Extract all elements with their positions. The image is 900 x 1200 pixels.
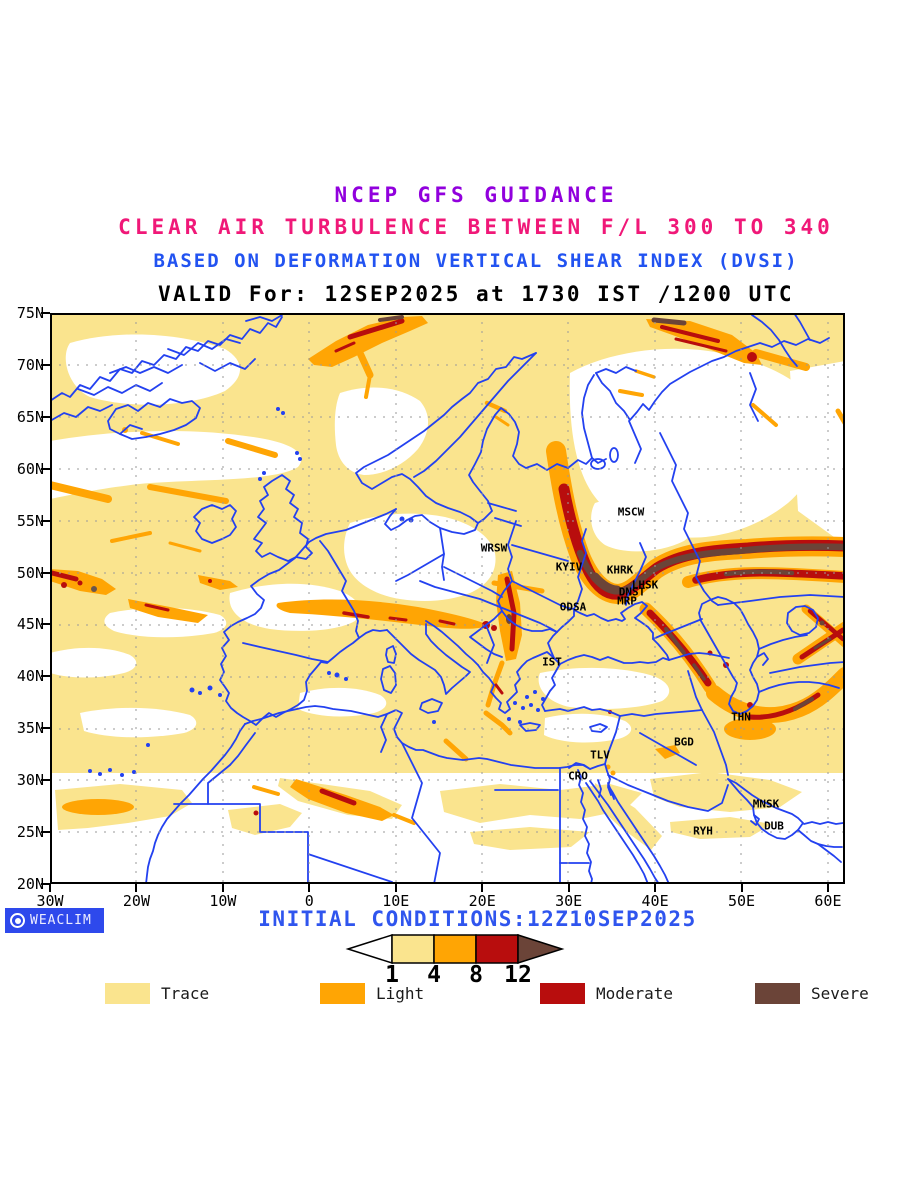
moderate-swatch [540, 983, 585, 1004]
city-label-khrk: KHRK [606, 563, 634, 577]
lon-tick-mark [135, 884, 138, 892]
scale-tick-4: 4 [427, 962, 441, 988]
scale-tick-8: 8 [469, 962, 483, 988]
scale-tick-1: 1 [385, 962, 399, 988]
city-label-dnst: DNST [618, 585, 646, 599]
city-label-dub: DUB [764, 819, 784, 833]
title-dvsi: BASED ON DEFORMATION VERTICAL SHEAR INDE… [153, 250, 799, 272]
trace-label: Trace [161, 984, 210, 1003]
light-label: Light [376, 984, 425, 1003]
title-cat-levels: CLEAR AIR TURBULENCE BETWEEN F/L 300 TO … [118, 215, 834, 239]
severe-swatch [755, 983, 800, 1004]
lon-tick-label: 60E [814, 892, 842, 910]
city-label-cro: CRO [568, 769, 588, 783]
scale-tick-12: 12 [504, 962, 532, 988]
city-label-lhsk: LHSK [631, 578, 659, 592]
lat-tick-label: 75N [16, 304, 44, 322]
initial-conditions-text: INITIAL CONDITIONS:12Z10SEP2025 [258, 907, 697, 931]
weaclim-watermark: WEACLIM [5, 908, 104, 933]
lat-tick-mark [41, 675, 50, 678]
lon-tick-label: 10W [209, 892, 237, 910]
intensity-scale-arrow [345, 933, 565, 965]
trace-swatch [105, 983, 150, 1004]
city-label-bgd: BGD [674, 735, 694, 749]
severe-label: Severe [811, 984, 869, 1003]
lon-tick-label: 50E [727, 892, 756, 910]
lon-tick-label: 20W [122, 892, 150, 910]
city-label-thn: THN [731, 710, 751, 724]
city-label-tlv: TLV [590, 748, 610, 762]
lat-tick-mark [41, 727, 50, 730]
lat-tick-label: 55N [16, 511, 44, 530]
lat-tick-mark [41, 882, 50, 885]
lon-tick-mark [481, 884, 484, 892]
lat-tick-mark [41, 363, 50, 366]
title-valid-time: VALID For: 12SEP2025 at 1730 IST /1200 U… [157, 282, 794, 306]
city-label-mscw: MSCW [617, 505, 645, 519]
island-dots [88, 407, 545, 777]
lat-tick-mark [41, 415, 50, 418]
lon-tick-mark [49, 884, 51, 892]
lon-tick-mark [654, 884, 657, 892]
city-label-mnsk: MNSK [752, 797, 780, 811]
graticule [50, 313, 845, 884]
weaclim-logo-icon [10, 913, 25, 928]
lon-tick-label: 30W [36, 892, 64, 910]
lon-tick-label: 40E [641, 892, 669, 910]
city-label-ryh: RYH [693, 824, 713, 838]
moderate-label: Moderate [596, 984, 674, 1003]
lat-tick-label: 60N [16, 459, 44, 478]
city-label-mrp: MRP [617, 594, 637, 608]
lat-tick-mark [41, 779, 50, 782]
lon-tick-mark [740, 884, 743, 892]
lat-tick-mark [41, 623, 50, 626]
city-label-kyiv: KYIV [555, 560, 583, 574]
lon-tick-mark [394, 884, 397, 892]
lon-tick-mark [221, 884, 224, 892]
lat-tick-label: 40N [16, 667, 44, 686]
turbulence-map: MSCW WRSW KYIV KHRK LHSK DNST MRP ODSA IST THN BGD… [46, 312, 855, 885]
lat-tick-mark [41, 519, 50, 522]
lat-tick-mark [41, 571, 50, 574]
city-label-ist: IST [542, 655, 562, 669]
lon-tick-label: 10E [382, 892, 410, 910]
lat-tick-mark [41, 467, 50, 470]
lon-tick-label: 30E [555, 892, 583, 910]
lon-tick-label: 0 [304, 892, 314, 910]
lat-tick-label: 30N [16, 771, 44, 790]
lat-tick-label: 20N [16, 874, 44, 893]
lat-tick-label: 25N [16, 823, 44, 842]
city-label-wrsw: WRSW [480, 541, 508, 555]
turbulence-map-canvas [46, 312, 855, 885]
lon-tick-mark [308, 884, 311, 892]
lon-tick-mark [567, 884, 570, 892]
clear-air-regions [50, 334, 845, 884]
lat-tick-label: 35N [16, 719, 44, 738]
lat-tick-label: 70N [16, 355, 44, 374]
light-swatch [320, 983, 365, 1004]
lat-tick-label: 65N [16, 407, 44, 426]
title-ncep-gfs: NCEP GFS GUIDANCE [334, 183, 618, 207]
map-frame [50, 313, 845, 884]
city-label-odsa: ODSA [559, 600, 587, 614]
lat-tick-label: 50N [16, 563, 44, 582]
lat-tick-mark [41, 312, 50, 314]
lat-tick-label: 45N [16, 615, 44, 634]
lat-tick-mark [41, 831, 50, 834]
lon-tick-label: 20E [468, 892, 496, 910]
lon-tick-mark [826, 884, 829, 892]
weaclim-label: WEACLIM [30, 913, 92, 928]
